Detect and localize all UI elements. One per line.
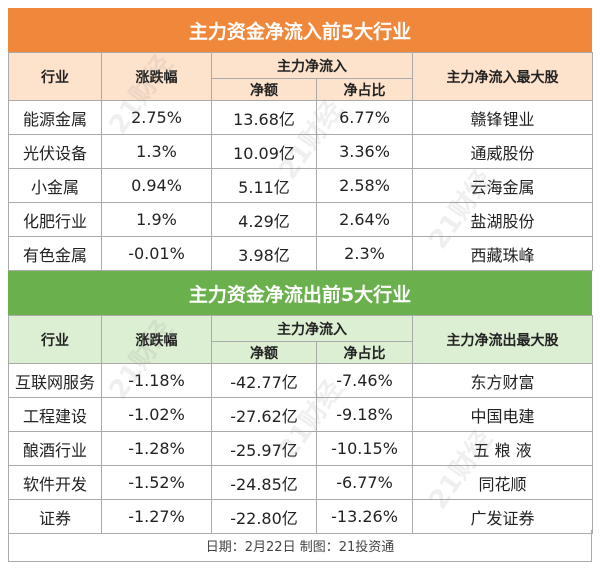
cell-net: 13.68亿: [211, 100, 317, 135]
cell-stock: 云海金属: [412, 168, 593, 203]
header-change: 涨跌幅: [101, 315, 212, 364]
cell-net: 3.98亿: [211, 236, 317, 271]
header-group: 主力净流入: [211, 315, 413, 342]
cell-ratio: 6.77%: [316, 100, 413, 135]
cell-stock: 同花顺: [412, 465, 593, 500]
cell-change: 0.94%: [101, 168, 212, 203]
table-row: 证券 -1.27% -22.80亿 -13.26% 广发证券: [8, 499, 593, 534]
outflow-title: 主力资金净流出前5大行业: [8, 271, 592, 315]
table-row: 光伏设备 1.3% 10.09亿 3.36% 通威股份: [8, 134, 593, 169]
cell-ratio: -9.18%: [316, 397, 413, 432]
cell-ratio: -6.77%: [316, 465, 413, 500]
cell-ratio: 2.64%: [316, 202, 413, 237]
cell-net: 10.09亿: [211, 134, 317, 169]
cell-industry: 小金属: [8, 168, 102, 203]
cell-net: 5.11亿: [211, 168, 317, 203]
header-net: 净额: [211, 78, 317, 101]
cell-net: -27.62亿: [211, 397, 317, 432]
inflow-table: 行业 涨跌幅 主力净流入 主力净流入最大股 净额 净占比 能源金属 2.75% …: [8, 52, 593, 271]
cell-net: -25.97亿: [211, 431, 317, 466]
header-change: 涨跌幅: [101, 52, 212, 101]
table-row: 有色金属 -0.01% 3.98亿 2.3% 西藏珠峰: [8, 236, 593, 271]
cell-ratio: 2.3%: [316, 236, 413, 271]
table-row: 酿酒行业 -1.28% -25.97亿 -10.15% 五 粮 液: [8, 431, 593, 466]
table-row: 工程建设 -1.02% -27.62亿 -9.18% 中国电建: [8, 397, 593, 432]
cell-change: -1.18%: [101, 363, 212, 398]
cell-industry: 有色金属: [8, 236, 102, 271]
table-row: 化肥行业 1.9% 4.29亿 2.64% 盐湖股份: [8, 202, 593, 237]
header-top-stock: 主力净流出最大股: [412, 315, 593, 364]
cell-industry: 证券: [8, 499, 102, 534]
cell-stock: 东方财富: [412, 363, 593, 398]
header-industry: 行业: [8, 315, 102, 364]
cell-change: -0.01%: [101, 236, 212, 271]
cell-change: -1.27%: [101, 499, 212, 534]
table-row: 软件开发 -1.52% -24.85亿 -6.77% 同花顺: [8, 465, 593, 500]
table-row: 互联网服务 -1.18% -42.77亿 -7.46% 东方财富: [8, 363, 593, 398]
cell-stock: 西藏珠峰: [412, 236, 593, 271]
cell-stock: 五 粮 液: [412, 431, 593, 466]
cell-net: -24.85亿: [211, 465, 317, 500]
header-group: 主力净流入: [211, 52, 413, 79]
table-row: 能源金属 2.75% 13.68亿 6.77% 赣锋锂业: [8, 100, 593, 135]
cell-industry: 酿酒行业: [8, 431, 102, 466]
cell-ratio: -7.46%: [316, 363, 413, 398]
cell-industry: 化肥行业: [8, 202, 102, 237]
cell-industry: 光伏设备: [8, 134, 102, 169]
cell-ratio: 3.36%: [316, 134, 413, 169]
cell-industry: 能源金属: [8, 100, 102, 135]
cell-change: 1.9%: [101, 202, 212, 237]
header-ratio: 净占比: [316, 78, 413, 101]
cell-ratio: 2.58%: [316, 168, 413, 203]
footer-credit: 日期：2月22日 制图：21投资通: [8, 530, 592, 562]
outflow-table: 行业 涨跌幅 主力净流入 主力净流出最大股 净额 净占比 互联网服务 -1.18…: [8, 315, 593, 534]
header-top-stock: 主力净流入最大股: [412, 52, 593, 101]
cell-industry: 工程建设: [8, 397, 102, 432]
cell-net: -42.77亿: [211, 363, 317, 398]
header-ratio: 净占比: [316, 341, 413, 364]
cell-change: 1.3%: [101, 134, 212, 169]
cell-change: -1.52%: [101, 465, 212, 500]
cell-ratio: -13.26%: [316, 499, 413, 534]
cell-change: 2.75%: [101, 100, 212, 135]
cell-industry: 软件开发: [8, 465, 102, 500]
cell-stock: 盐湖股份: [412, 202, 593, 237]
header-net: 净额: [211, 341, 317, 364]
cell-stock: 中国电建: [412, 397, 593, 432]
cell-stock: 通威股份: [412, 134, 593, 169]
cell-stock: 广发证券: [412, 499, 593, 534]
cell-change: -1.28%: [101, 431, 212, 466]
cell-industry: 互联网服务: [8, 363, 102, 398]
table-row: 小金属 0.94% 5.11亿 2.58% 云海金属: [8, 168, 593, 203]
cell-net: 4.29亿: [211, 202, 317, 237]
cell-change: -1.02%: [101, 397, 212, 432]
inflow-title: 主力资金净流入前5大行业: [8, 8, 592, 52]
header-industry: 行业: [8, 52, 102, 101]
cell-ratio: -10.15%: [316, 431, 413, 466]
cell-net: -22.80亿: [211, 499, 317, 534]
cell-stock: 赣锋锂业: [412, 100, 593, 135]
